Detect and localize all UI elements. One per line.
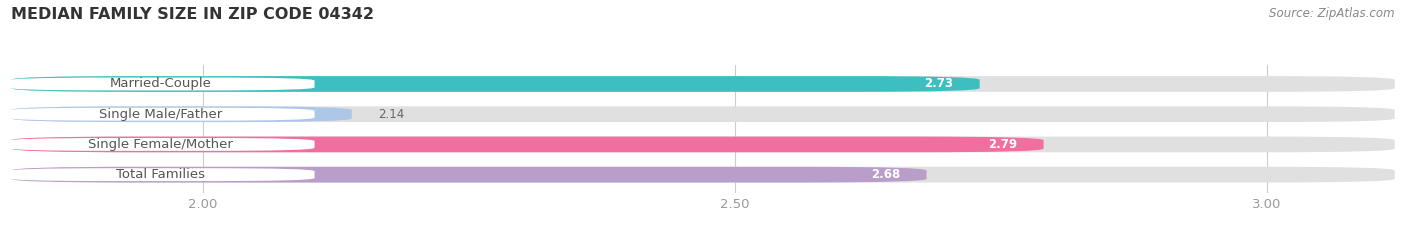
FancyBboxPatch shape — [6, 108, 315, 121]
FancyBboxPatch shape — [6, 138, 315, 151]
Text: Married-Couple: Married-Couple — [110, 78, 211, 90]
Text: Source: ZipAtlas.com: Source: ZipAtlas.com — [1270, 7, 1395, 20]
FancyBboxPatch shape — [11, 137, 1043, 152]
Text: 2.14: 2.14 — [378, 108, 405, 121]
Text: MEDIAN FAMILY SIZE IN ZIP CODE 04342: MEDIAN FAMILY SIZE IN ZIP CODE 04342 — [11, 7, 374, 22]
Text: 2.68: 2.68 — [870, 168, 900, 181]
Text: Single Male/Father: Single Male/Father — [98, 108, 222, 121]
FancyBboxPatch shape — [11, 106, 1395, 122]
Text: Single Female/Mother: Single Female/Mother — [87, 138, 232, 151]
FancyBboxPatch shape — [11, 167, 1395, 182]
FancyBboxPatch shape — [11, 76, 980, 92]
FancyBboxPatch shape — [11, 167, 927, 182]
FancyBboxPatch shape — [6, 168, 315, 181]
Text: 2.73: 2.73 — [924, 78, 953, 90]
Text: 2.79: 2.79 — [988, 138, 1017, 151]
Text: Total Families: Total Families — [115, 168, 205, 181]
FancyBboxPatch shape — [11, 76, 1395, 92]
FancyBboxPatch shape — [11, 137, 1395, 152]
FancyBboxPatch shape — [6, 78, 315, 90]
FancyBboxPatch shape — [11, 106, 352, 122]
